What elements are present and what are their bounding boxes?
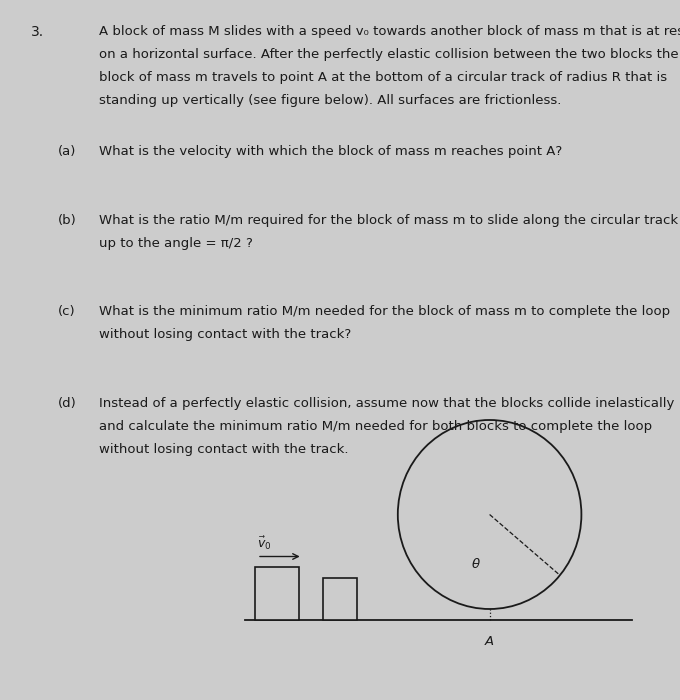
- Text: What is the ratio M/m required for the block of mass m to slide along the circul: What is the ratio M/m required for the b…: [99, 214, 678, 227]
- Text: (d): (d): [58, 397, 77, 410]
- Text: without losing contact with the track.: without losing contact with the track.: [99, 443, 348, 456]
- Text: block of mass m travels to point A at the bottom of a circular track of radius R: block of mass m travels to point A at th…: [99, 71, 666, 84]
- Text: $M$: $M$: [271, 587, 284, 600]
- Text: A block of mass M slides with a speed v₀ towards another block of mass m that is: A block of mass M slides with a speed v₀…: [99, 25, 680, 38]
- Bar: [255, 567, 299, 620]
- Bar: [323, 578, 357, 620]
- Text: on a horizontal surface. After the perfectly elastic collision between the two b: on a horizontal surface. After the perfe…: [99, 48, 678, 61]
- Text: $A$: $A$: [484, 635, 495, 648]
- Text: $m$: $m$: [334, 592, 346, 605]
- Text: up to the angle = π/2 ?: up to the angle = π/2 ?: [99, 237, 252, 250]
- Text: $\vec{v}_0$: $\vec{v}_0$: [257, 534, 271, 552]
- Text: What is the velocity with which the block of mass m reaches point A?: What is the velocity with which the bloc…: [99, 145, 562, 158]
- Text: (c): (c): [58, 305, 75, 318]
- Text: standing up vertically (see figure below). All surfaces are frictionless.: standing up vertically (see figure below…: [99, 94, 561, 107]
- Text: without losing contact with the track?: without losing contact with the track?: [99, 328, 351, 342]
- Text: (a): (a): [58, 145, 76, 158]
- Text: $\theta$: $\theta$: [471, 556, 481, 570]
- Text: (b): (b): [58, 214, 77, 227]
- Text: Instead of a perfectly elastic collision, assume now that the blocks collide ine: Instead of a perfectly elastic collision…: [99, 397, 674, 410]
- Text: 3.: 3.: [31, 25, 44, 38]
- Text: and calculate the minimum ratio M/m needed for both blocks to complete the loop: and calculate the minimum ratio M/m need…: [99, 420, 651, 433]
- Text: What is the minimum ratio M/m needed for the block of mass m to complete the loo: What is the minimum ratio M/m needed for…: [99, 305, 670, 318]
